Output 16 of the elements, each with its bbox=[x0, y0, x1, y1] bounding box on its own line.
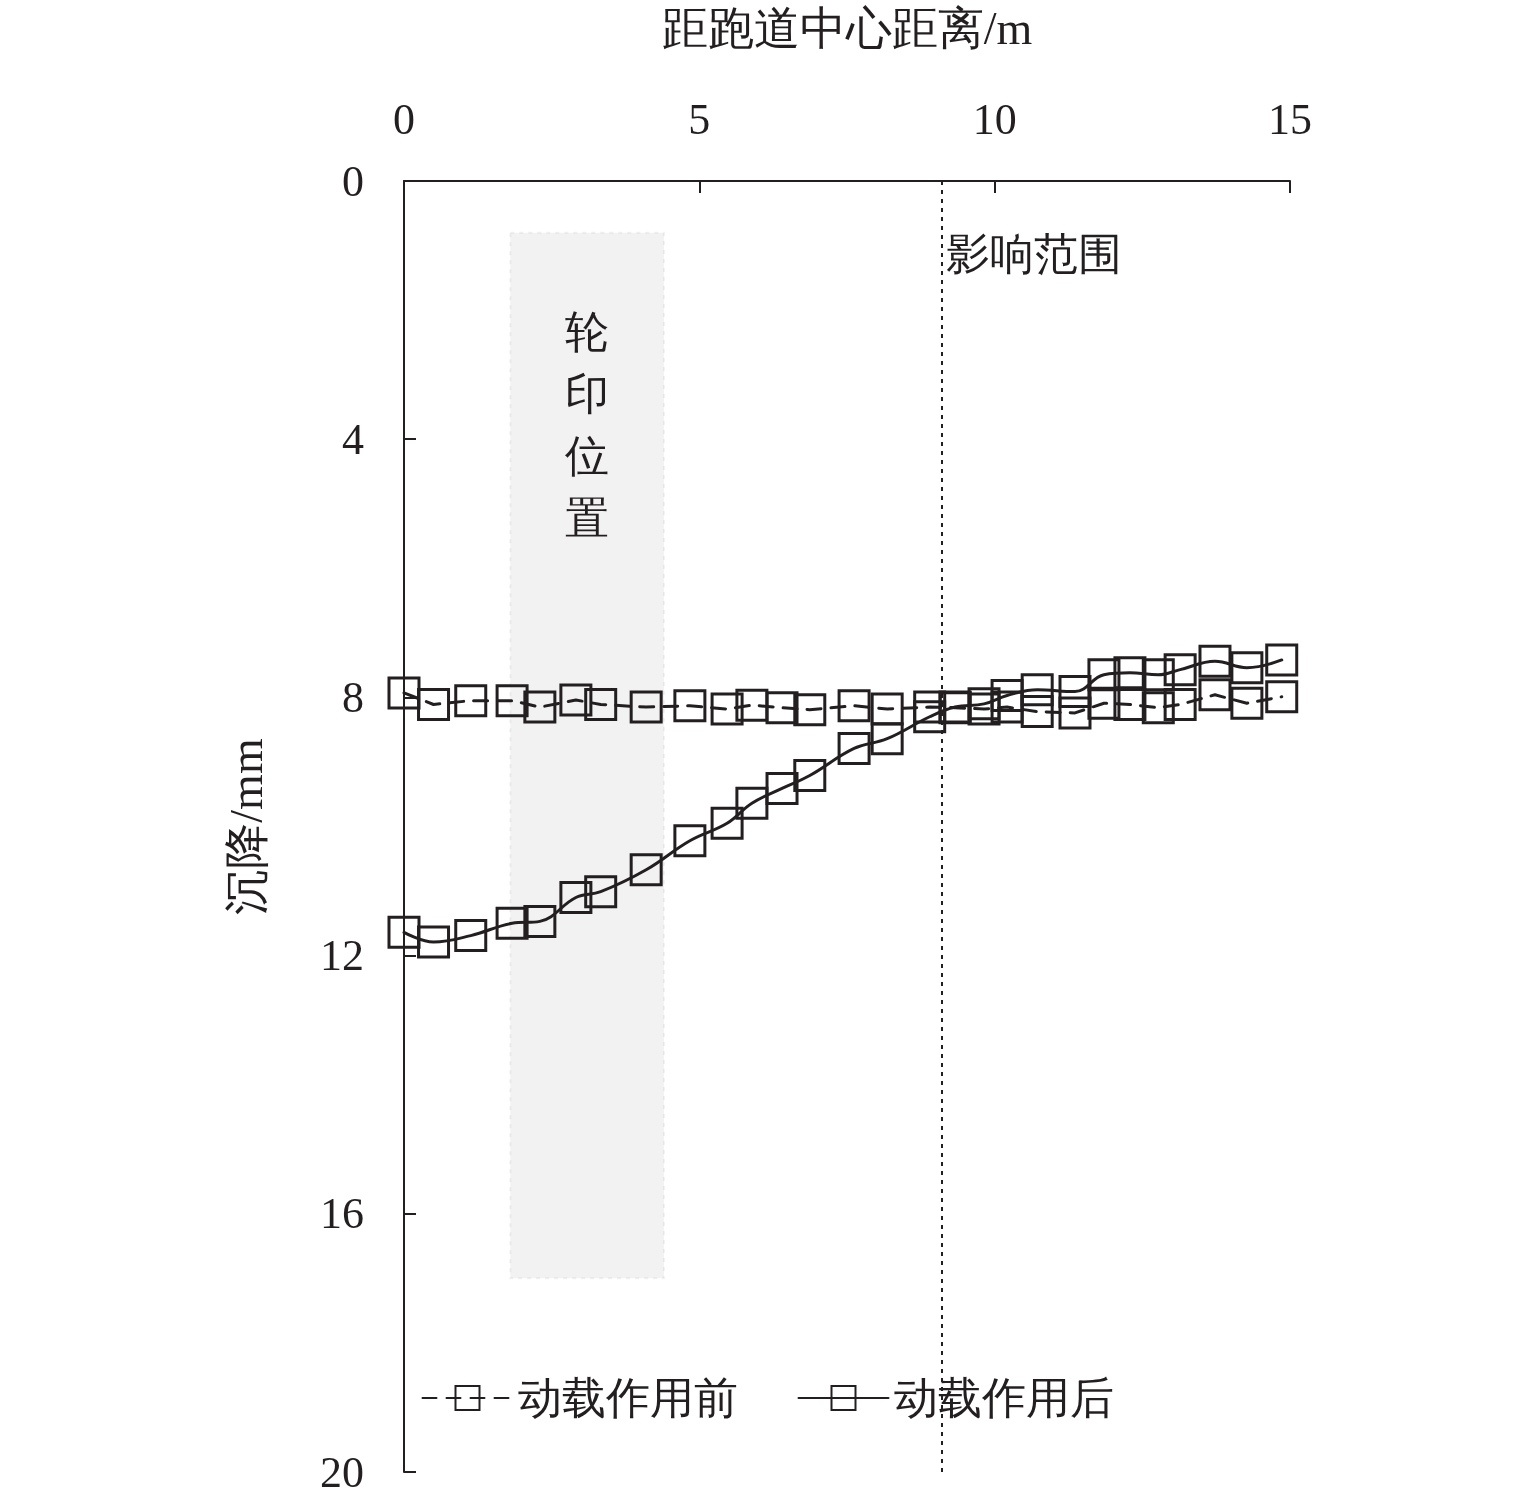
y-tick-label: 20 bbox=[320, 1447, 364, 1497]
x-tick-label: 0 bbox=[393, 94, 415, 144]
x-tick-label: 10 bbox=[972, 94, 1017, 144]
x-axis-title: 距跑道中心距离/m bbox=[661, 2, 1033, 54]
y-axis-title: 沉降/mm bbox=[220, 738, 272, 915]
y-tick-label: 4 bbox=[342, 414, 364, 464]
y-tick-label: 16 bbox=[320, 1189, 364, 1239]
y-tick-label: 8 bbox=[342, 672, 364, 722]
legend-label: 动载作用前 bbox=[517, 1373, 738, 1423]
x-tick-label: 5 bbox=[688, 94, 711, 144]
y-tick-label: 0 bbox=[342, 156, 364, 206]
legend-label: 动载作用后 bbox=[893, 1373, 1114, 1423]
band-label: 轮印位置 bbox=[565, 307, 610, 543]
ref-line-label: 影响范围 bbox=[945, 229, 1122, 279]
x-tick-label: 15 bbox=[1268, 94, 1312, 144]
y-tick-label: 12 bbox=[320, 931, 364, 981]
